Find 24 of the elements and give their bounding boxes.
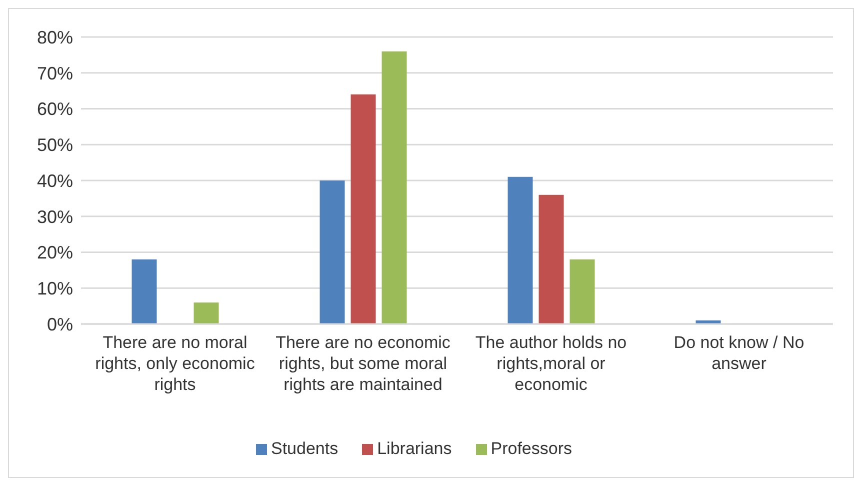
bar	[508, 176, 533, 324]
bar	[194, 302, 219, 324]
x-tick-label: There are no moral rights, only economic rights	[95, 333, 256, 394]
bar	[320, 180, 345, 324]
y-tick-label: 40%	[36, 170, 73, 191]
bar	[132, 259, 157, 324]
y-tick-label: 30%	[36, 206, 73, 227]
y-tick-label: 10%	[36, 278, 73, 299]
x-tick-label: There are no economic rights, but some moral rights are maintained	[276, 333, 451, 394]
y-tick-label: 50%	[36, 135, 73, 156]
bar	[382, 51, 407, 324]
x-tick-label: The author holds no rights,moral or economic	[475, 333, 627, 394]
legend-label: Librarians	[377, 439, 452, 458]
legend-label: Professors	[490, 439, 572, 458]
y-tick-label: 60%	[36, 99, 73, 120]
legend-label: Students	[270, 439, 338, 458]
y-tick-label: 20%	[36, 242, 73, 263]
y-tick-label: 0%	[46, 314, 73, 334]
x-tick-label: Do not know / No answer	[674, 333, 804, 373]
bar	[538, 194, 564, 324]
bar	[570, 259, 595, 324]
bar	[350, 94, 376, 324]
y-tick-label: 80%	[36, 27, 73, 48]
y-tick-label: 70%	[36, 63, 73, 84]
